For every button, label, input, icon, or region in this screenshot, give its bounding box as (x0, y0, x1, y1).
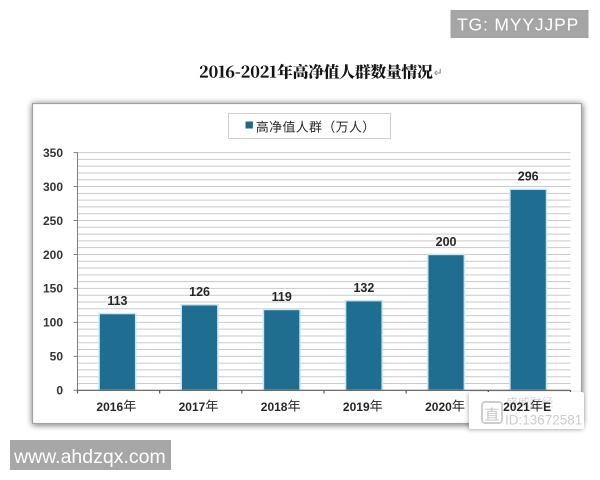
svg-text:350: 350 (43, 146, 63, 160)
svg-text:296: 296 (518, 170, 539, 184)
svg-text:2019: 2019 (343, 400, 370, 414)
svg-text:250: 250 (43, 214, 63, 228)
svg-text:2016: 2016 (96, 400, 123, 414)
svg-text:www.ahdzqx.com: www.ahdzqx.com (13, 446, 166, 468)
svg-text:ID:13672581: ID:13672581 (505, 413, 582, 428)
svg-text:2021: 2021 (503, 400, 530, 414)
svg-text:2017: 2017 (179, 400, 206, 414)
svg-text:E: E (543, 400, 551, 414)
svg-text:119: 119 (272, 290, 292, 304)
svg-text:132: 132 (353, 281, 374, 295)
svg-text:TG: MYYJJPP: TG: MYYJJPP (457, 15, 579, 35)
svg-text:126: 126 (189, 285, 210, 299)
svg-text:150: 150 (43, 282, 63, 296)
svg-text:2020: 2020 (425, 400, 452, 414)
svg-text:100: 100 (43, 316, 63, 330)
svg-text:200: 200 (436, 235, 457, 249)
svg-text:0: 0 (56, 384, 63, 398)
svg-text:200: 200 (43, 248, 63, 262)
svg-text:2018: 2018 (261, 400, 288, 414)
svg-text:300: 300 (43, 180, 63, 194)
svg-text:113: 113 (107, 294, 127, 308)
svg-text:50: 50 (50, 350, 64, 364)
